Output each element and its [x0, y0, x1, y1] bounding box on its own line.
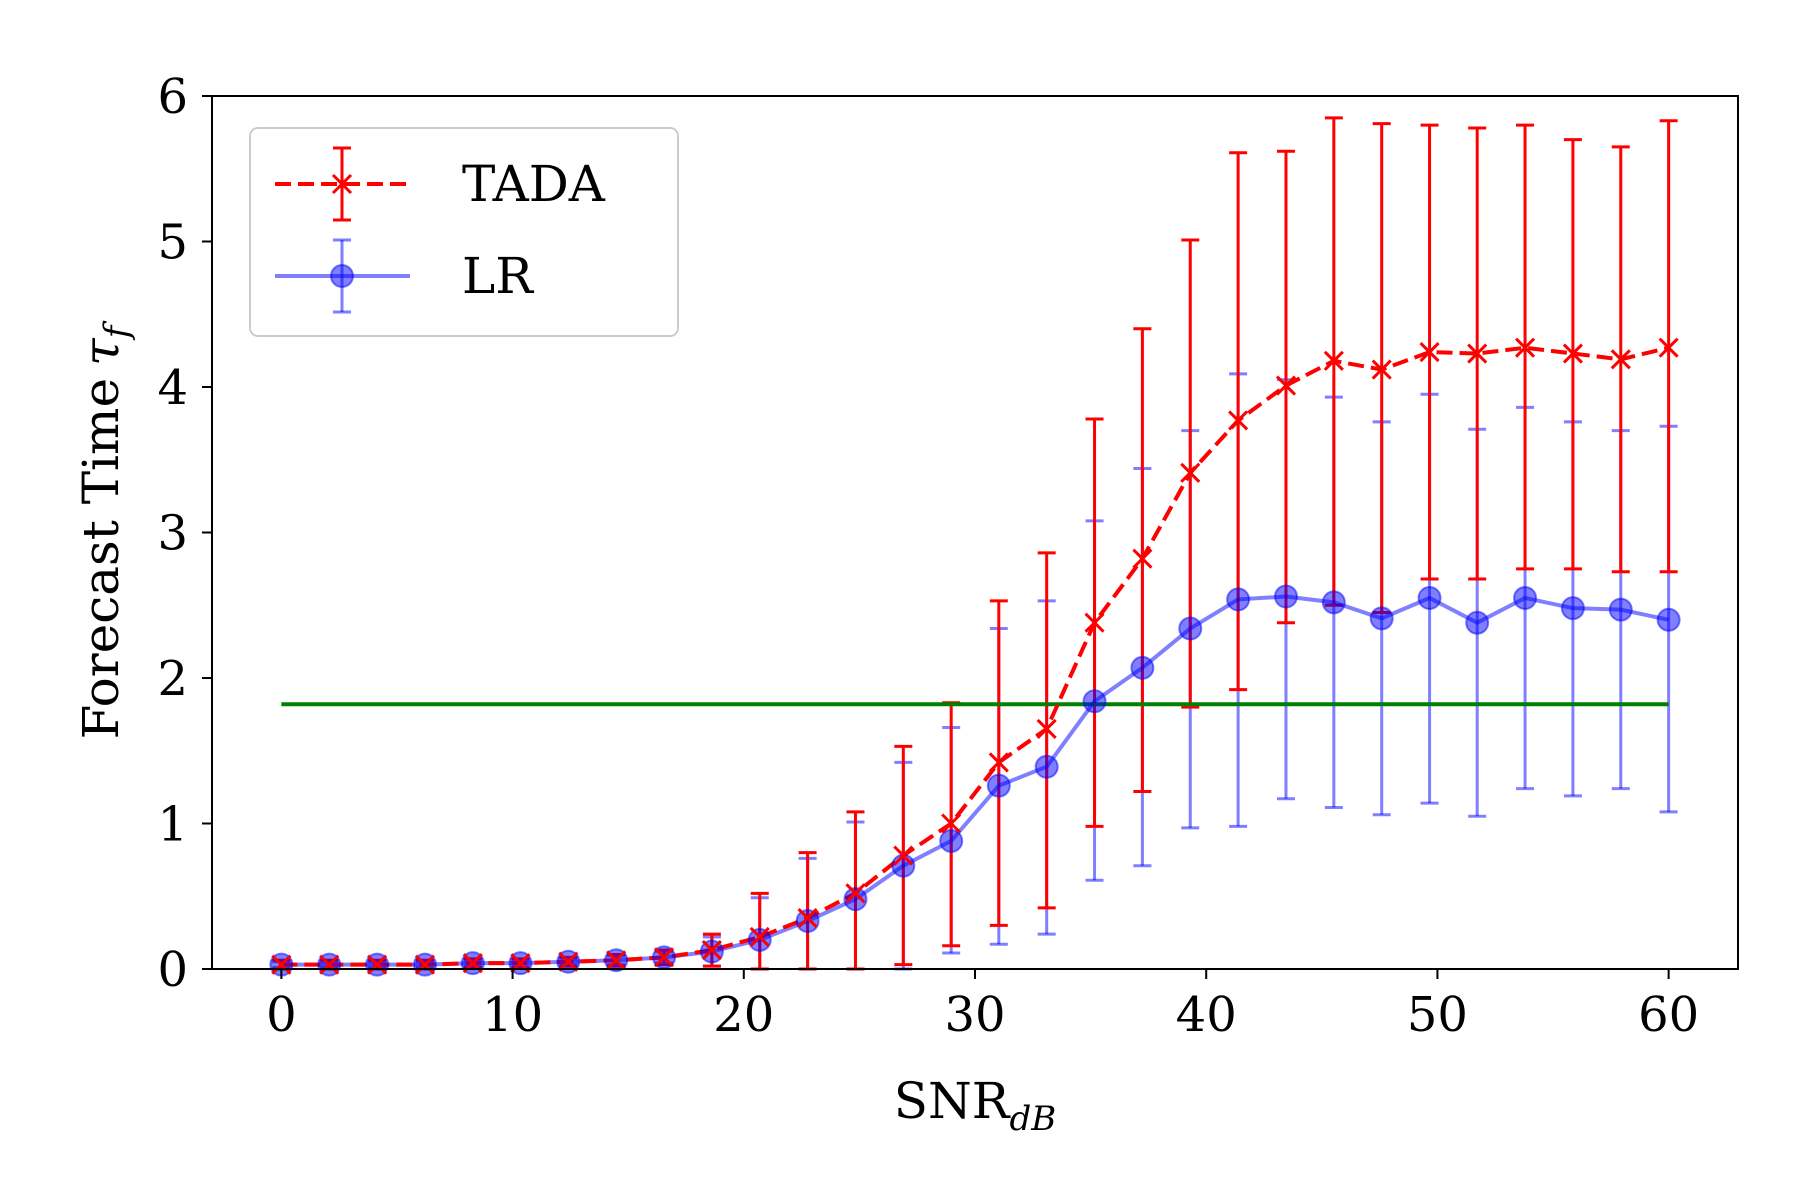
lr-point: [1656, 607, 1681, 632]
x-tick-label: 0: [266, 987, 297, 1043]
series-lines: [281, 345, 1670, 967]
tada-point: [1467, 343, 1488, 364]
x-axis-label-sub: dB: [1009, 1099, 1056, 1139]
tada-point: [845, 883, 866, 904]
y-tick-label: 4: [157, 360, 188, 416]
lr-point: [843, 887, 868, 912]
legend-symbol-lr: [275, 238, 410, 314]
tada-point: [1658, 337, 1679, 358]
x-tick-label: 60: [1638, 987, 1699, 1043]
legend-label-tada: TADA: [462, 155, 606, 213]
lr-point: [1226, 587, 1251, 612]
x-tick-label: 10: [482, 987, 543, 1043]
legend-marker: [331, 173, 353, 195]
lr-point: [1560, 596, 1585, 621]
tada-point: [1514, 337, 1536, 358]
tada-point: [1610, 349, 1631, 370]
y-axis-label-main: Forecast Time: [72, 378, 130, 739]
tada-point: [271, 954, 292, 975]
tada-point: [988, 752, 1009, 773]
tada-point: [1132, 548, 1153, 569]
tada-point: [701, 940, 722, 961]
tada-point: [606, 950, 627, 971]
lr-point: [1130, 655, 1155, 680]
y-tick-label: 6: [157, 69, 188, 125]
y-tick-label: 2: [157, 651, 188, 707]
lr-point: [891, 853, 916, 878]
legend: TADA LR: [249, 127, 679, 337]
lr-point: [939, 828, 964, 853]
y-axis-label: Forecast Time τf: [72, 320, 137, 739]
tada-line: [281, 345, 1670, 967]
tada-point: [1180, 462, 1201, 483]
lr-point: [795, 908, 820, 933]
lr-point: [1273, 584, 1298, 609]
x-axis-label-main: SNR: [894, 1072, 1011, 1130]
lr-point: [986, 773, 1011, 798]
y-tick-label: 5: [157, 215, 188, 271]
lr-line: [281, 594, 1670, 967]
y-axis-ticks: 0 1 2 3 4 5 6: [157, 69, 212, 998]
tada-point: [1275, 375, 1297, 396]
lr-point: [1321, 590, 1346, 615]
tada-point: [1562, 343, 1583, 364]
y-tick-label: 1: [157, 797, 188, 853]
x-axis-ticks: 0 10 20 30 40 50 60: [266, 969, 1699, 1043]
tada-point: [749, 926, 770, 948]
lr-point: [1513, 585, 1538, 610]
tada-point: [319, 954, 340, 975]
lr-point: [1608, 597, 1633, 622]
tada-point: [558, 951, 579, 972]
tada-point: [1371, 359, 1392, 380]
legend-marker: [330, 264, 354, 288]
y-tick-label: 3: [157, 506, 188, 562]
x-axis-label: SNRdB: [894, 1072, 1056, 1139]
tada-point: [1419, 342, 1440, 363]
lr-point: [1417, 585, 1442, 610]
lr-point: [747, 927, 772, 952]
y-axis-label-symbol: τ: [72, 337, 130, 366]
tada-point: [1228, 410, 1249, 431]
x-tick-label: 50: [1407, 987, 1468, 1043]
y-axis-label-sub: f: [97, 320, 137, 341]
legend-label-lr: LR: [462, 247, 534, 305]
lr-point: [1369, 606, 1394, 631]
x-tick-label: 30: [944, 987, 1005, 1043]
data-markers: [269, 337, 1681, 977]
tada-point: [1323, 350, 1344, 371]
tada-point: [893, 845, 914, 866]
x-tick-label: 20: [713, 987, 774, 1043]
tada-point: [653, 947, 675, 968]
tada-point: [414, 954, 436, 975]
legend-box: [249, 127, 679, 337]
tada-point: [1084, 612, 1105, 633]
lr-point: [1178, 616, 1203, 641]
lr-point: [1465, 610, 1490, 635]
tada-point: [941, 813, 962, 834]
x-tick-label: 40: [1176, 987, 1237, 1043]
tada-point: [797, 908, 818, 929]
legend-symbol-tada: [275, 146, 410, 222]
lr-point: [1082, 689, 1107, 714]
tada-point: [367, 954, 388, 975]
y-tick-label: 0: [157, 942, 188, 998]
tada-point: [1036, 718, 1057, 739]
lr-point: [1034, 754, 1059, 779]
